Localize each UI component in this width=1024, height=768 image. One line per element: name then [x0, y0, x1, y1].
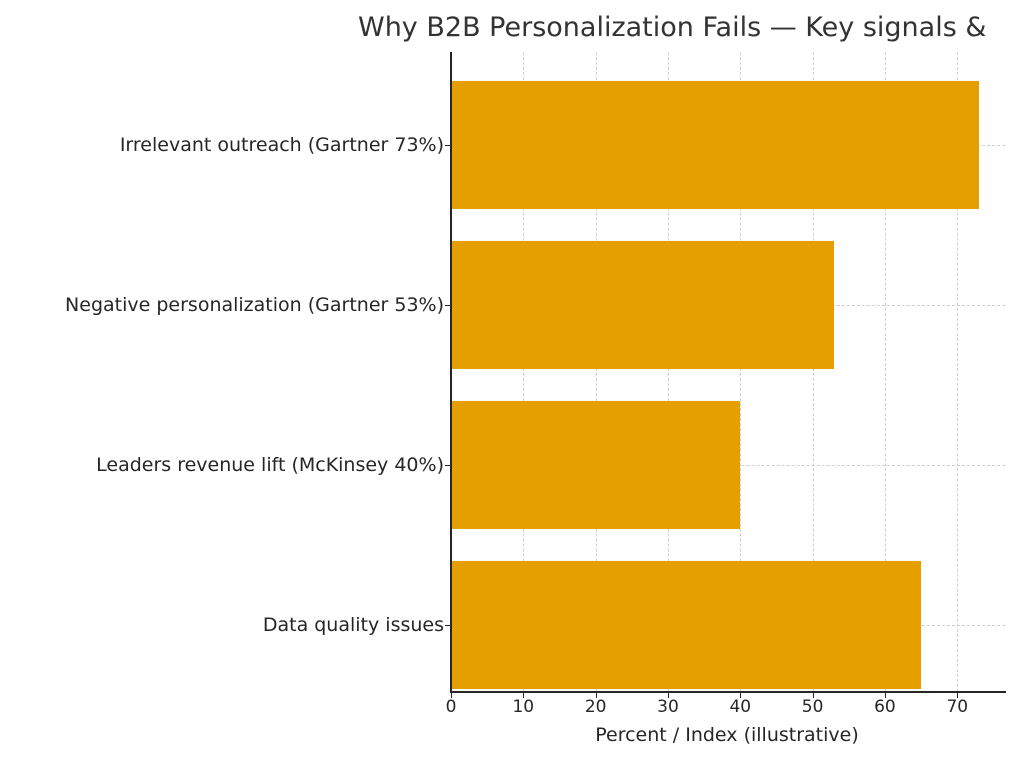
- bar: [451, 81, 979, 209]
- x-tick-mark: [884, 692, 886, 698]
- y-tick-mark: [445, 625, 451, 626]
- grid-line-vertical: [740, 52, 742, 692]
- x-tick-mark: [595, 692, 597, 698]
- y-tick-mark: [445, 145, 451, 146]
- grid-line-vertical: [957, 52, 959, 692]
- x-tick-label: 20: [584, 697, 607, 717]
- x-tick-label: 40: [729, 697, 752, 717]
- x-tick-label: 50: [801, 697, 824, 717]
- x-tick-mark: [740, 692, 742, 698]
- grid-line-vertical: [884, 52, 886, 692]
- x-tick-label: 0: [445, 697, 457, 717]
- plot-area: [451, 52, 1005, 692]
- x-tick-mark: [667, 692, 669, 698]
- x-tick-label: 30: [657, 697, 679, 717]
- x-axis-title: Percent / Index (illustrative): [595, 724, 859, 746]
- x-tick-label: 60: [874, 697, 896, 717]
- x-tick-mark: [523, 692, 525, 698]
- grid-line-vertical: [595, 52, 597, 692]
- y-axis-line: [450, 52, 452, 693]
- x-tick-mark: [812, 692, 814, 698]
- y-tick-label: Negative personalization (Gartner 53%): [65, 294, 444, 316]
- y-tick-mark: [445, 305, 451, 306]
- x-tick-mark: [451, 692, 452, 698]
- x-tick-label: 10: [512, 697, 535, 717]
- bar: [451, 401, 741, 529]
- y-tick-mark: [445, 465, 451, 466]
- grid-line-vertical: [812, 52, 814, 692]
- chart-title: Why B2B Personalization Fails — Key sign…: [358, 12, 987, 43]
- bar: [451, 561, 922, 689]
- y-tick-label: Leaders revenue lift (McKinsey 40%): [96, 454, 444, 476]
- x-tick-mark: [957, 692, 959, 698]
- x-axis-line: [450, 691, 1006, 693]
- y-tick-label: Irrelevant outreach (Gartner 73%): [119, 134, 444, 156]
- y-tick-label: Data quality issues: [262, 614, 444, 636]
- x-tick-label: 70: [946, 697, 969, 717]
- bar: [451, 241, 835, 369]
- grid-line-vertical: [667, 52, 669, 692]
- grid-line-vertical: [523, 52, 525, 692]
